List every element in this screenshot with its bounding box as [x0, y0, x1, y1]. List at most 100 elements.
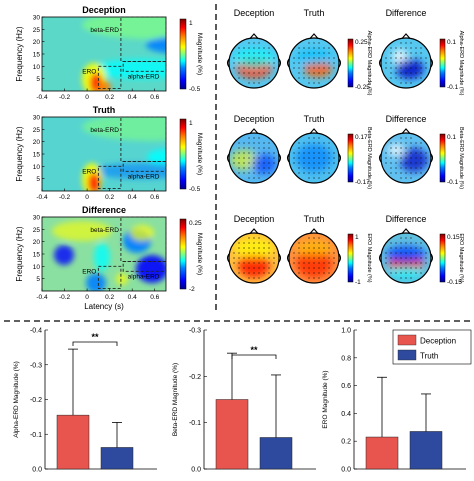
electrode-dot [273, 252, 275, 254]
tf-xtick-label: 0.2 [105, 294, 114, 301]
tf-xlabel: Latency (s) [84, 302, 124, 311]
electrode-dot [420, 257, 422, 259]
electrode-dot [415, 157, 417, 159]
bar-ytick-label: -0.2 [189, 374, 201, 381]
topo-map-blob [388, 144, 404, 156]
electrode-dot [410, 42, 412, 44]
electrode-dot [405, 267, 407, 269]
electrode-dot [238, 147, 240, 149]
topo-map-blobs [296, 49, 332, 77]
topo-row-3: Deception Truth Difference 1 -1 ERO Magnitude… [226, 214, 464, 286]
electrode-dot [233, 257, 235, 259]
topo-colorbar-min: -0.1 [447, 179, 459, 186]
electrode-dot [253, 237, 255, 239]
topo-colorbar-label: Alpha-ERD Magnitude (%) [458, 31, 464, 96]
topo-map [289, 233, 339, 283]
electrode-dot [405, 137, 407, 139]
electrode-dot [390, 247, 392, 249]
electrode-dot [400, 57, 402, 59]
topo-colorbar-min: -0.17 [355, 179, 370, 186]
electrode-dot [258, 67, 260, 69]
electrode-dot [248, 152, 250, 154]
electrode-dot [395, 57, 397, 59]
electrode-dot [308, 172, 310, 174]
topo-colorbar-min: -1 [355, 279, 361, 286]
topo-map-blobs [388, 144, 428, 172]
electrode-dot [253, 137, 255, 139]
electrode-dot [323, 147, 325, 149]
electrode-grid [233, 137, 275, 179]
tf-colorbar-label: Magnitude (%) [196, 33, 203, 75]
electrode-dot [333, 252, 335, 254]
bar-deception [215, 399, 249, 470]
electrode-dot [233, 262, 235, 264]
electrode-dot [263, 52, 265, 54]
electrode-grid [233, 42, 275, 84]
tf-colorbar [179, 18, 187, 90]
tf-heatmap-blob [94, 243, 110, 271]
tf-ytick-label: 10 [33, 264, 41, 271]
electrode-dot [273, 262, 275, 264]
ero-label: ERO [82, 69, 96, 76]
electrode-dot [405, 167, 407, 169]
electrode-dot [253, 172, 255, 174]
electrode-dot [268, 267, 270, 269]
electrode-dot [323, 157, 325, 159]
electrode-dot [405, 277, 407, 279]
tf-xtick-label: 0.4 [128, 194, 137, 201]
electrode-dot [268, 67, 270, 69]
electrode-dot [328, 77, 330, 79]
bar-ytick-label: 0.0 [191, 467, 201, 474]
electrode-dot [238, 252, 240, 254]
electrode-dot [420, 62, 422, 64]
electrode-dot [248, 272, 250, 274]
topo-colorbar-label: Beta-ERD Magnitude (%) [458, 127, 464, 189]
electrode-dot [405, 142, 407, 144]
tf-ytick-label: 10 [33, 64, 41, 71]
electrode-dot [425, 157, 427, 159]
tf-ytick-label: 15 [33, 52, 41, 59]
electrode-dot [258, 157, 260, 159]
electrode-dot [420, 142, 422, 144]
electrode-dot [273, 157, 275, 159]
electrode-dot [400, 42, 402, 44]
electrode-dot [323, 52, 325, 54]
tf-ytick-label: 5 [36, 276, 40, 283]
electrode-dot [323, 257, 325, 259]
electrode-dot [415, 252, 417, 254]
electrode-dot [308, 72, 310, 74]
electrode-dot [318, 47, 320, 49]
electrode-dot [303, 152, 305, 154]
electrode-dot [420, 47, 422, 49]
nose [401, 33, 411, 39]
electrode-dot [303, 142, 305, 144]
electrode-dot [395, 162, 397, 164]
electrode-dot [233, 152, 235, 154]
electrode-dot [238, 47, 240, 49]
electrode-dot [233, 162, 235, 164]
significance-line [231, 354, 277, 359]
electrode-dot [395, 272, 397, 274]
topo-colorbar [347, 133, 354, 183]
electrode-dot [328, 242, 330, 244]
topo-colorbar-label: Beta-ERD Magnitude (%) [366, 127, 372, 189]
tf-ytick-label: 30 [33, 15, 41, 22]
electrode-dot [415, 242, 417, 244]
electrode-dot [293, 257, 295, 259]
electrode-dot [313, 137, 315, 139]
electrode-dot [298, 147, 300, 149]
electrode-dot [318, 152, 320, 154]
electrode-dot [253, 262, 255, 264]
electrode-dot [400, 277, 402, 279]
electrode-dot [303, 167, 305, 169]
topo-head [286, 33, 342, 89]
electrode-dot [410, 252, 412, 254]
electrode-dot [258, 267, 260, 269]
tf-heatmap-blob [54, 245, 74, 265]
head-outline [228, 37, 280, 89]
electrode-dot [323, 252, 325, 254]
left-ear [226, 253, 230, 263]
electrode-dot [248, 67, 250, 69]
electrode-dot [318, 142, 320, 144]
electrode-dot [400, 267, 402, 269]
